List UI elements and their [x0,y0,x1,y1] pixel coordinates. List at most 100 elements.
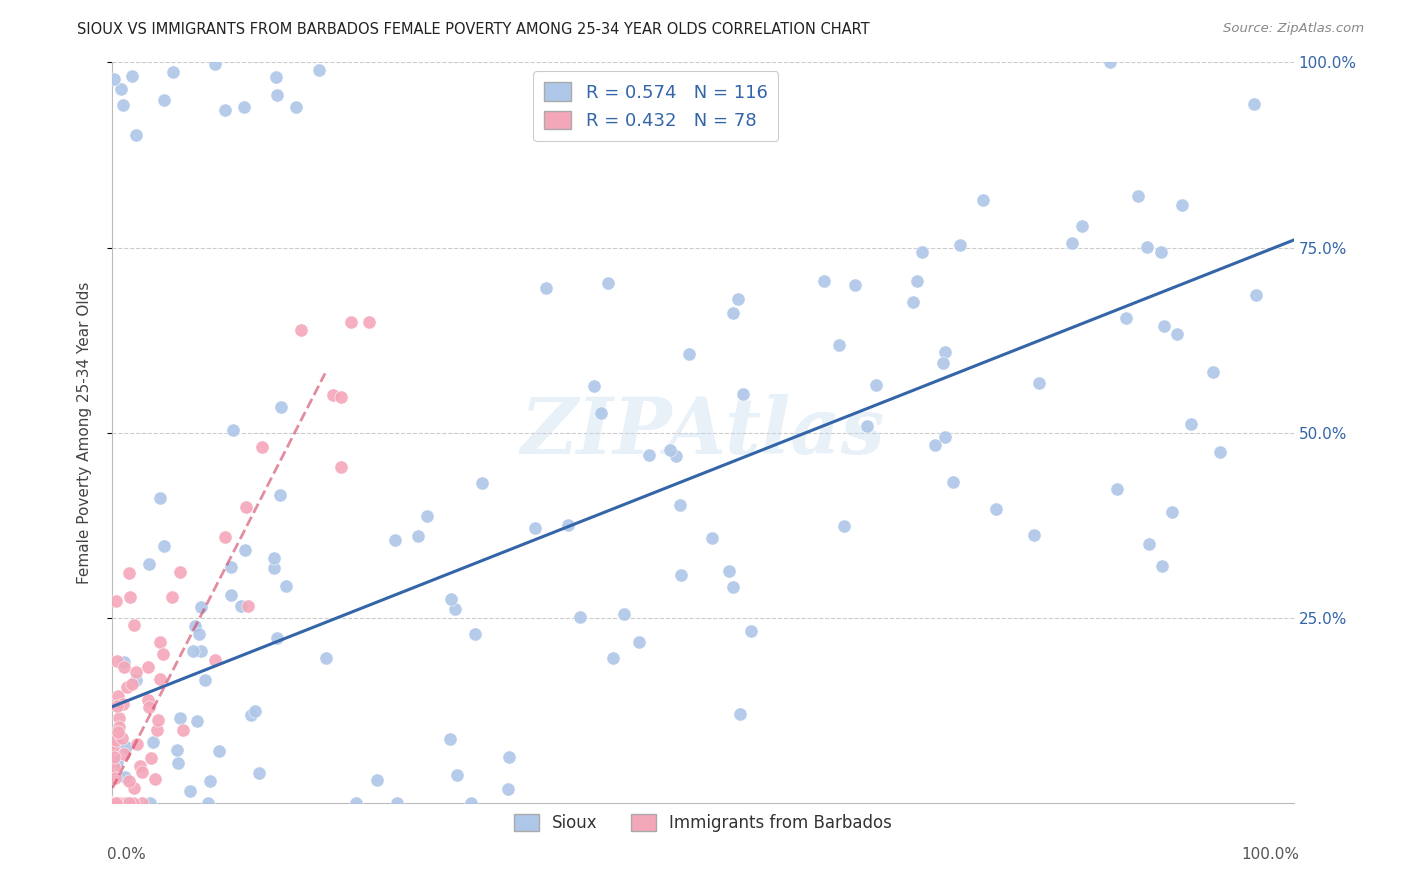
Point [568,609,591,624]
Point [107,689,129,703]
Point [932,356,955,370]
Point [184,618,207,632]
Point [214,530,236,544]
Point [1105,482,1128,496]
Point [266,632,288,646]
Point [103,796,125,810]
Point [498,750,520,764]
Point [136,693,159,707]
Point [222,423,245,437]
Point [149,635,172,649]
Point [107,725,129,739]
Point [104,732,127,747]
Point [865,378,887,392]
Point [107,720,129,734]
Point [229,599,252,613]
Point [221,559,243,574]
Point [172,723,194,737]
Point [181,643,204,657]
Point [1071,219,1094,233]
Point [596,276,619,290]
Point [138,699,160,714]
Point [188,627,211,641]
Point [1098,55,1121,70]
Point [942,475,965,490]
Point [204,653,226,667]
Point [718,564,741,578]
Point [460,796,482,810]
Point [721,306,744,320]
Point [103,760,125,774]
Point [105,796,128,810]
Point [844,278,866,293]
Point [208,744,231,758]
Point [160,590,183,604]
Point [122,781,145,796]
Point [678,347,700,361]
Point [145,723,167,737]
Point [252,441,274,455]
Point [440,591,463,606]
Point [146,713,169,727]
Point [637,448,659,462]
Point [112,660,135,674]
Point [263,560,285,574]
Point [136,660,159,674]
Point [1202,365,1225,379]
Point [117,796,139,810]
Point [124,128,146,142]
Point [105,654,128,668]
Point [131,765,153,780]
Point [339,314,361,328]
Point [139,751,162,765]
Point [269,488,291,502]
Point [108,796,131,810]
Point [105,796,128,810]
Point [602,651,624,665]
Point [110,82,132,96]
Point [162,65,184,79]
Point [523,521,546,535]
Point [103,796,125,810]
Text: 0.0%: 0.0% [107,847,145,863]
Point [219,588,242,602]
Point [243,705,266,719]
Point [197,796,219,810]
Point [186,714,208,729]
Point [149,491,172,505]
Point [471,476,494,491]
Point [721,580,744,594]
Point [122,618,145,632]
Point [406,529,429,543]
Point [111,697,134,711]
Point [214,103,236,118]
Point [198,773,221,788]
Point [416,509,439,524]
Point [1243,97,1265,112]
Point [1136,239,1159,253]
Point [1115,311,1137,326]
Point [115,796,138,810]
Point [190,643,212,657]
Point [104,772,127,786]
Point [235,543,257,558]
Point [387,796,409,810]
Point [105,796,128,810]
Point [129,759,152,773]
Point [1209,444,1232,458]
Point [534,280,557,294]
Point [101,796,124,810]
Point [344,796,367,810]
Point [628,635,651,649]
Point [143,772,166,787]
Point [247,765,270,780]
Point [1161,506,1184,520]
Point [1166,327,1188,342]
Point [948,238,970,252]
Point [1153,318,1175,333]
Point [329,460,352,475]
Point [108,711,131,725]
Point [204,56,226,70]
Point [589,406,612,420]
Point [270,400,292,414]
